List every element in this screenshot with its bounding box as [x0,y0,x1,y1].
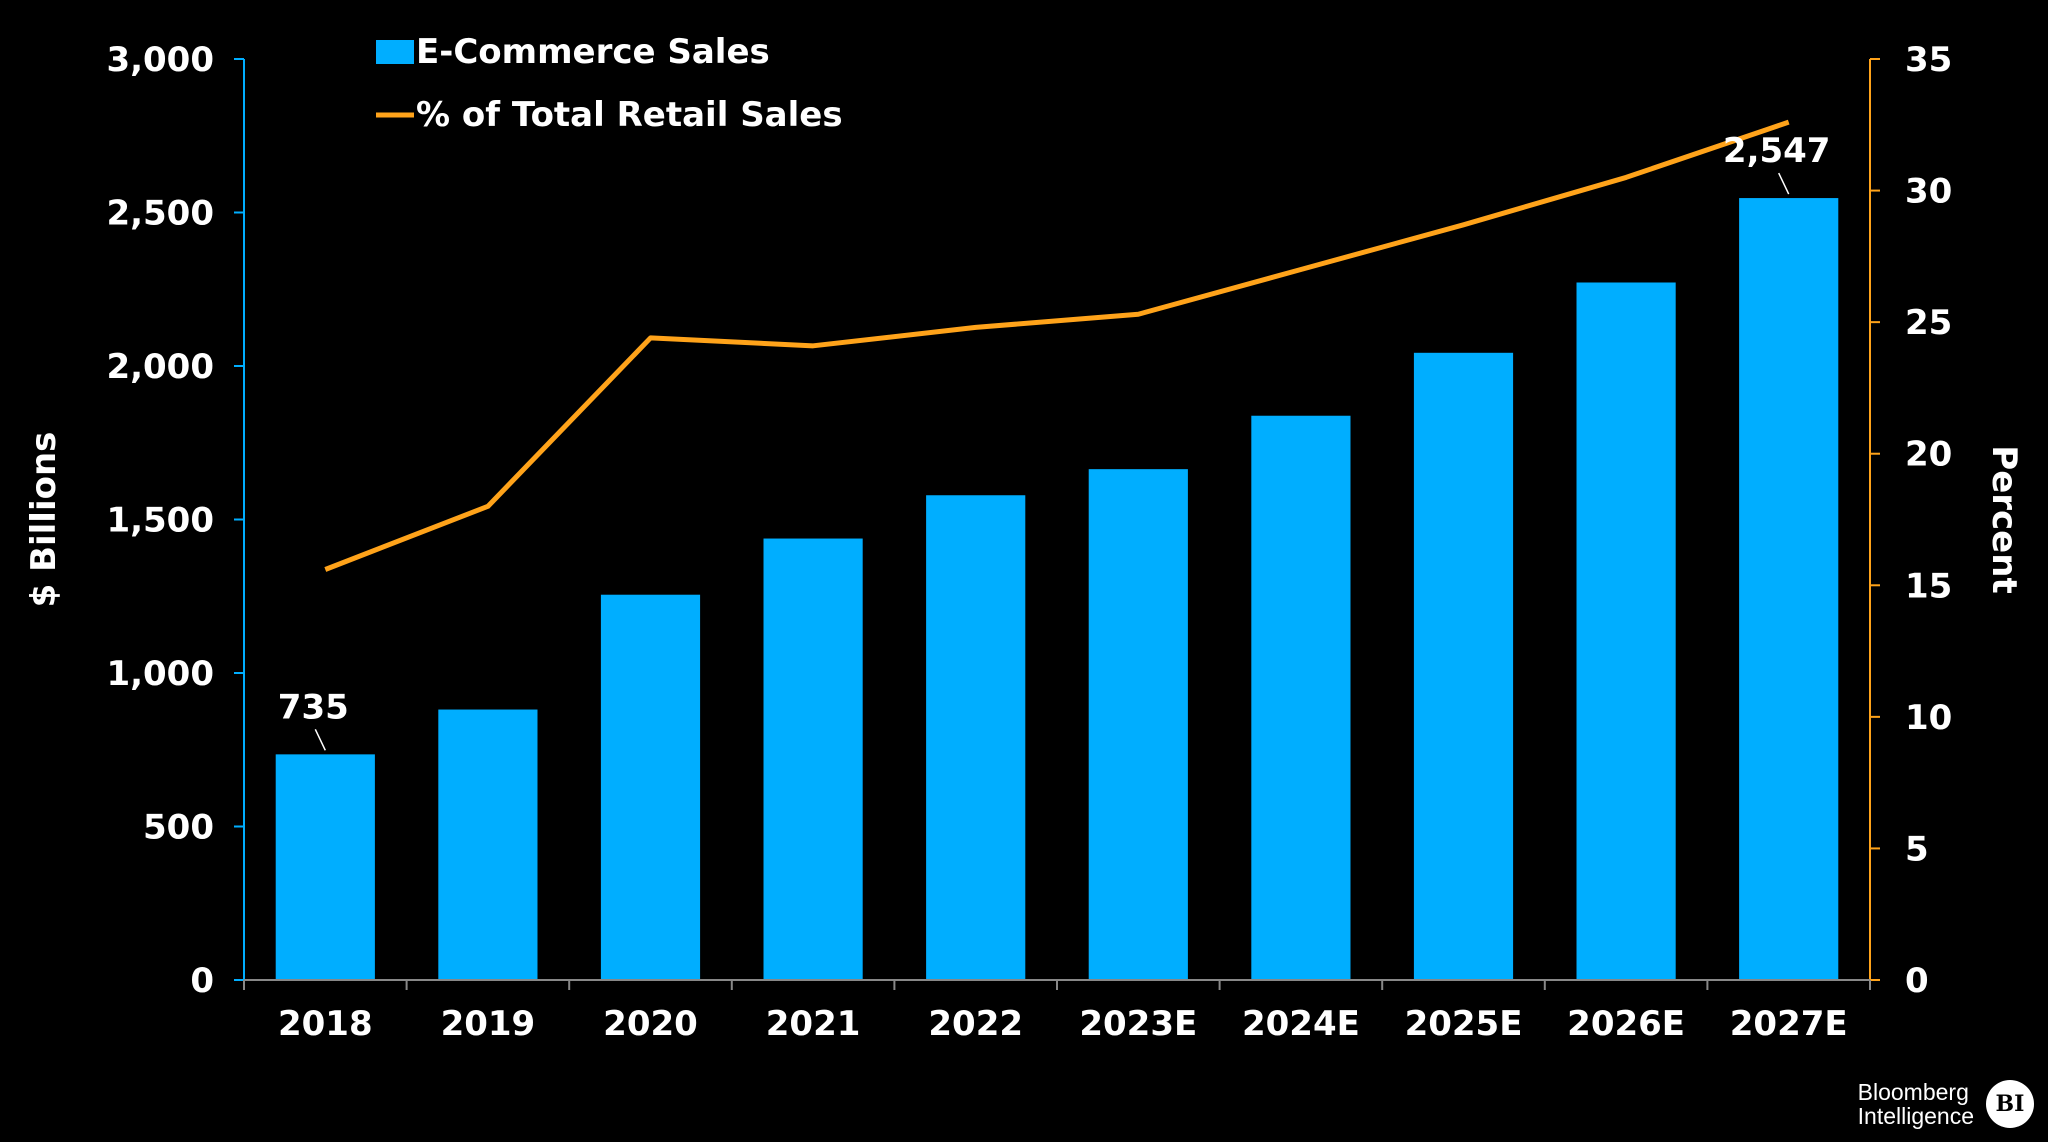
data-label: 2,547 [1723,131,1831,171]
y-axis-label: $ Billions [24,432,64,608]
x-tick-label: 2021 [766,1004,861,1044]
right-tick-label: 15 [1905,566,1952,606]
bar-2025E [1414,353,1513,980]
bar-2019 [438,710,537,980]
x-tick-label: 2026E [1567,1004,1685,1044]
x-tick-label: 2027E [1730,1004,1848,1044]
bar-2018 [276,754,375,980]
left-tick-label: 0 [190,961,214,1001]
bar-2026E [1577,282,1676,980]
data-label-leader [1779,173,1789,194]
left-tick-label: 2,500 [106,194,214,234]
right-tick-label: 5 [1905,829,1929,869]
left-tick-label: 2,000 [106,347,214,387]
bar-2021 [764,539,863,980]
x-tick-label: 2023E [1079,1004,1197,1044]
logo-line1: Bloomberg [1858,1080,1974,1104]
bar-2023E [1089,469,1188,980]
bar-2020 [601,595,700,980]
bar-2022 [926,495,1025,980]
left-tick-label: 1,500 [106,501,214,541]
legend-label-line: % of Total Retail Sales [416,95,843,135]
x-tick-label: 2019 [441,1004,536,1044]
right-tick-label: 20 [1905,435,1952,475]
x-tick-label: 2018 [278,1004,373,1044]
left-tick-label: 500 [143,808,214,848]
right-tick-label: 25 [1905,303,1952,343]
right-tick-label: 35 [1905,40,1952,80]
x-tick-label: 2024E [1242,1004,1360,1044]
x-tick-label: 2025E [1405,1004,1523,1044]
logo-badge: BI [1986,1080,2034,1128]
y2-axis-label: Percent [1984,445,2024,593]
data-label: 735 [278,687,349,727]
right-tick-label: 0 [1905,961,1929,1001]
legend-label-bar: E-Commerce Sales [416,32,770,72]
line-series [325,122,1788,569]
left-tick-label: 3,000 [106,40,214,80]
left-tick-label: 1,000 [106,654,214,694]
bar-2027E [1739,198,1838,980]
x-tick-label: 2022 [928,1004,1023,1044]
bar-2024E [1251,416,1350,980]
right-tick-label: 10 [1905,698,1952,738]
legend-swatch-bar [376,40,414,64]
right-tick-label: 30 [1905,172,1952,212]
logo-line2: Intelligence [1858,1104,1974,1128]
x-tick-label: 2020 [603,1004,698,1044]
data-label-leader [315,729,325,750]
